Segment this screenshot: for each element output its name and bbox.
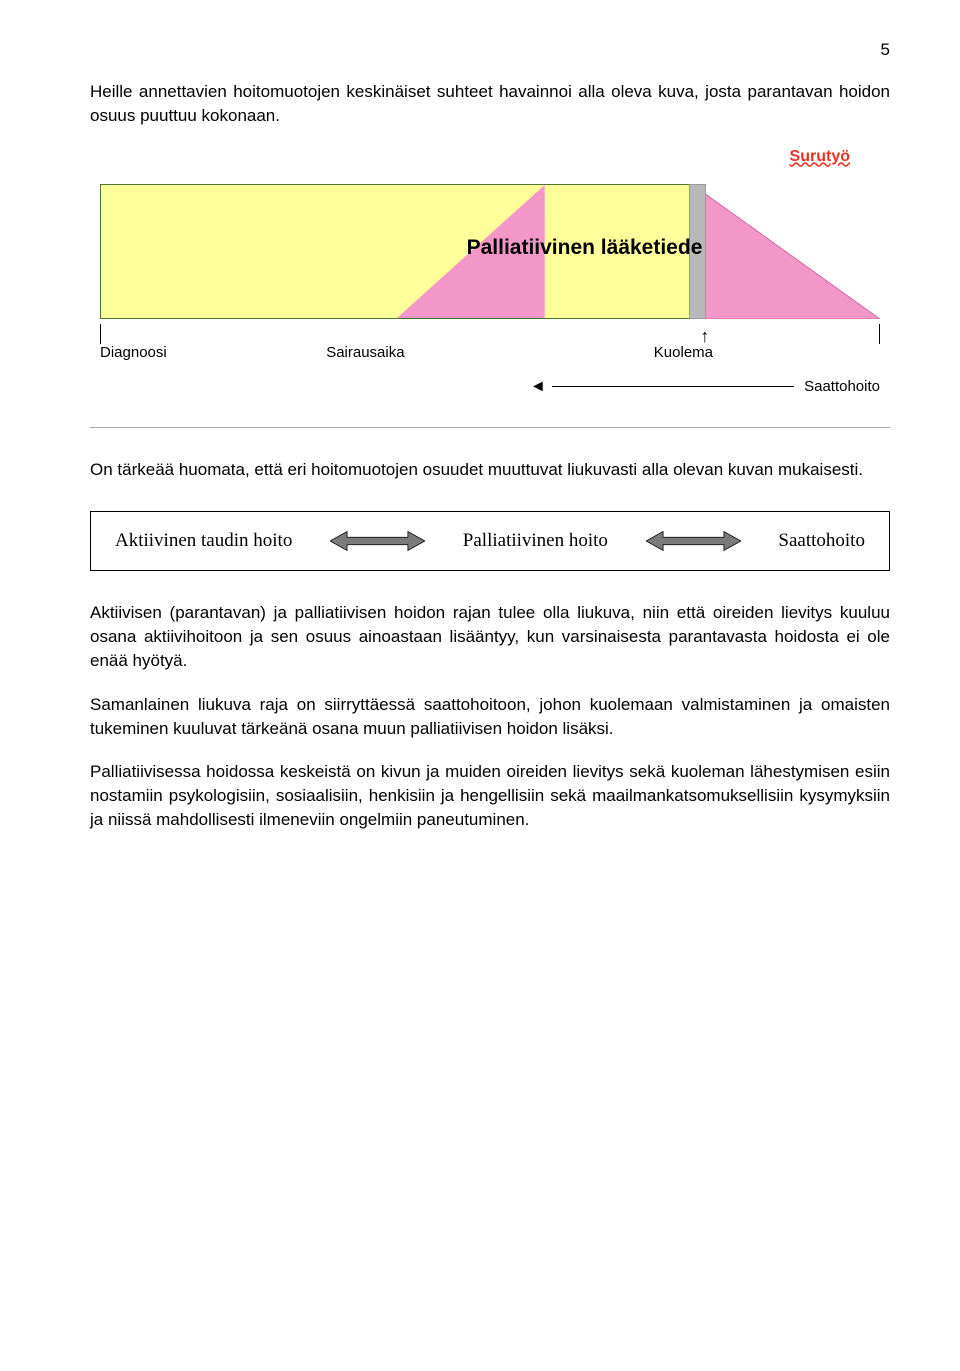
saattohoito-line bbox=[552, 386, 794, 387]
diagram1-canvas: Surutyö Palliatiivinen lääketiede Diagno… bbox=[90, 148, 890, 428]
saattohoito-row: ◄ Saattohoito bbox=[530, 378, 880, 396]
label-aktiivinen: Aktiivinen taudin hoito bbox=[115, 530, 292, 552]
paragraph-4: Samanlainen liukuva raja on siirryttäess… bbox=[90, 693, 890, 741]
label-diagnoosi: Diagnoosi bbox=[100, 344, 167, 361]
double-arrow-icon bbox=[646, 530, 741, 552]
diagram2-box: Aktiivinen taudin hoito Palliatiivinen h… bbox=[90, 511, 890, 571]
palliative-label: Palliatiivinen lääketiede bbox=[467, 236, 703, 260]
label-sairausaika: Sairausaika bbox=[326, 344, 404, 361]
tick-left bbox=[100, 324, 101, 344]
label-palliatiivinen: Palliatiivinen hoito bbox=[463, 530, 608, 552]
tick-right bbox=[879, 324, 880, 344]
saattohoito-label: Saattohoito bbox=[804, 378, 880, 395]
paragraph-5: Palliatiivisessa hoidossa keskeistä on k… bbox=[90, 760, 890, 831]
intro-paragraph: Heille annettavien hoitomuotojen keskinä… bbox=[90, 80, 890, 128]
label-saattohoito: Saattohoito bbox=[778, 530, 865, 552]
arrow-left-icon: ◄ bbox=[530, 378, 546, 396]
page-number: 5 bbox=[90, 40, 890, 60]
diagram1-body: Palliatiivinen lääketiede bbox=[100, 184, 880, 319]
double-arrow-icon bbox=[330, 530, 425, 552]
arrow-up-icon: ↑ bbox=[700, 326, 709, 347]
diagram-continuum: Aktiivinen taudin hoito Palliatiivinen h… bbox=[90, 511, 890, 571]
surutyo-label: Surutyö bbox=[790, 148, 850, 166]
paragraph-3: Aktiivisen (parantavan) ja palliatiivise… bbox=[90, 601, 890, 672]
diagram-care-phases: Surutyö Palliatiivinen lääketiede Diagno… bbox=[90, 148, 890, 428]
mid-paragraph: On tärkeää huomata, että eri hoitomuotoj… bbox=[90, 458, 890, 482]
